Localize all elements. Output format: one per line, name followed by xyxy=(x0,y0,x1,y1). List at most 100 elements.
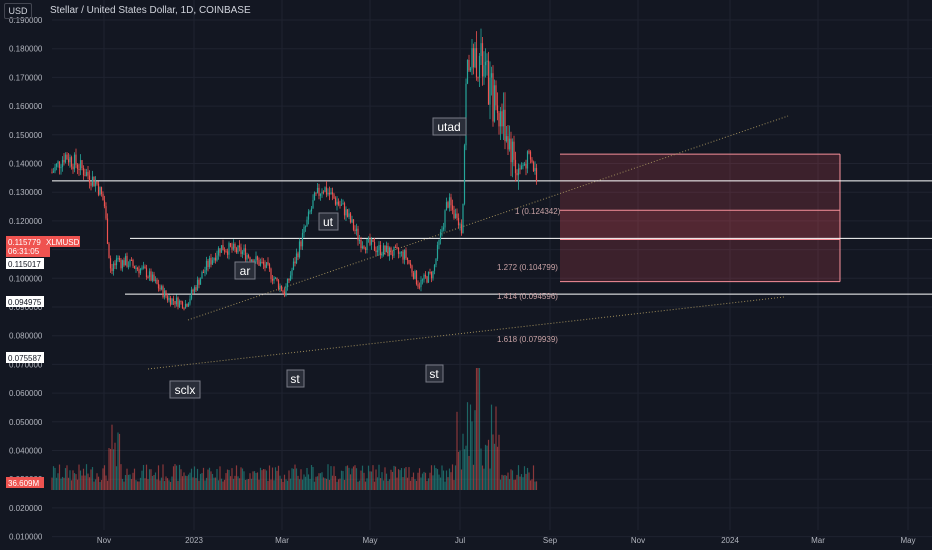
volume-bar xyxy=(402,477,404,490)
y-tick-label: 0.100000 xyxy=(9,274,43,283)
volume-bar xyxy=(208,467,211,490)
y-tick-label: 0.050000 xyxy=(9,418,43,427)
candle-body xyxy=(73,154,76,170)
volume-bar xyxy=(324,478,326,490)
candle-body xyxy=(199,278,202,285)
volume-bar xyxy=(283,474,286,490)
volume-bar xyxy=(471,421,473,490)
volume-bar xyxy=(268,465,271,490)
candle-body xyxy=(457,217,460,226)
candle-body xyxy=(126,255,128,267)
volume-bar xyxy=(301,479,304,490)
candle-body xyxy=(369,238,371,245)
fib-zone xyxy=(560,210,840,240)
x-tick-label: May xyxy=(900,536,915,545)
y-tick-label: 0.120000 xyxy=(9,217,43,226)
candle-body xyxy=(166,296,169,301)
candle-body xyxy=(517,168,520,176)
volume-bar xyxy=(409,480,412,490)
candle-body xyxy=(397,248,400,254)
volume-bar xyxy=(367,465,370,490)
volume-bar xyxy=(330,466,332,490)
candle-body xyxy=(109,258,112,269)
candle-body xyxy=(312,200,314,209)
volume-bar xyxy=(417,472,419,490)
volume-bar xyxy=(147,479,149,490)
candle-body xyxy=(468,59,470,71)
volume-bar xyxy=(360,470,362,490)
volume-bar xyxy=(513,479,515,490)
volume-bar xyxy=(265,470,268,490)
volume-bar xyxy=(229,476,232,490)
volume-bar xyxy=(340,470,343,490)
volume-bar xyxy=(180,469,182,490)
volume-bar xyxy=(247,479,250,490)
volume-bar xyxy=(72,470,74,490)
volume-bar xyxy=(286,480,289,490)
candle-body xyxy=(187,303,190,307)
volume-bar xyxy=(535,481,538,490)
time-axis[interactable]: Nov 2023 Mar May Jul Sep Nov 2024 Mar May xyxy=(97,536,916,545)
volume-bar xyxy=(366,478,368,490)
volume-bar xyxy=(489,468,491,490)
volume-bar xyxy=(195,477,197,490)
candle-body xyxy=(157,283,160,289)
candle-body xyxy=(192,289,194,292)
volume-bar xyxy=(211,473,214,490)
candle-body xyxy=(450,197,452,206)
candle-body xyxy=(291,269,293,276)
candle-body xyxy=(246,255,248,260)
candle-body xyxy=(487,60,490,105)
candle-body xyxy=(531,159,533,163)
candle-body xyxy=(127,265,130,267)
x-tick-label: Nov xyxy=(631,536,645,545)
volume-bar xyxy=(421,473,424,490)
candle-body xyxy=(165,290,167,297)
candle-body xyxy=(436,244,439,259)
volume-bar xyxy=(76,479,79,490)
candle-body xyxy=(181,301,184,309)
y-tick-label: 0.070000 xyxy=(9,360,43,369)
volume-bar xyxy=(214,477,217,490)
candle-body xyxy=(361,246,364,249)
volume-bar xyxy=(294,464,296,490)
candle-body xyxy=(466,59,469,84)
volume-bar xyxy=(505,475,508,490)
candle-body xyxy=(96,181,98,184)
x-tick-label: 2024 xyxy=(721,536,739,545)
candle-body xyxy=(238,245,241,248)
volume-bar xyxy=(531,479,533,490)
volume-bar xyxy=(148,469,151,490)
candle-body xyxy=(367,238,370,240)
volume-bar xyxy=(376,477,379,490)
volume-bar xyxy=(55,477,58,490)
annotation-ar: ar xyxy=(234,261,256,280)
volume-bar xyxy=(240,467,242,490)
candle-body xyxy=(69,157,71,163)
candle-body xyxy=(364,248,367,250)
candle-body xyxy=(375,250,377,253)
candle-body xyxy=(111,268,113,271)
volume-bar xyxy=(450,472,452,490)
currency-selector[interactable]: USD xyxy=(4,3,32,19)
volume-bar xyxy=(81,475,83,490)
candle-body xyxy=(90,182,92,186)
y-tick-label: 0.040000 xyxy=(9,447,43,456)
volume-bar xyxy=(496,446,499,490)
candle-body xyxy=(99,187,101,195)
volume-bar xyxy=(468,455,470,490)
candle-body xyxy=(498,113,500,127)
volume-bar xyxy=(516,474,518,490)
volume-bar xyxy=(85,464,88,490)
volume-bar xyxy=(462,433,464,490)
volume-bar xyxy=(241,468,244,490)
candle-body xyxy=(337,201,340,205)
volume-bar xyxy=(216,468,218,490)
volume-bar xyxy=(342,471,344,490)
candle-body xyxy=(211,260,214,265)
candle-body xyxy=(355,228,358,231)
volume-bar xyxy=(315,476,317,490)
candle-body xyxy=(259,261,262,266)
volume-bar xyxy=(408,467,410,490)
